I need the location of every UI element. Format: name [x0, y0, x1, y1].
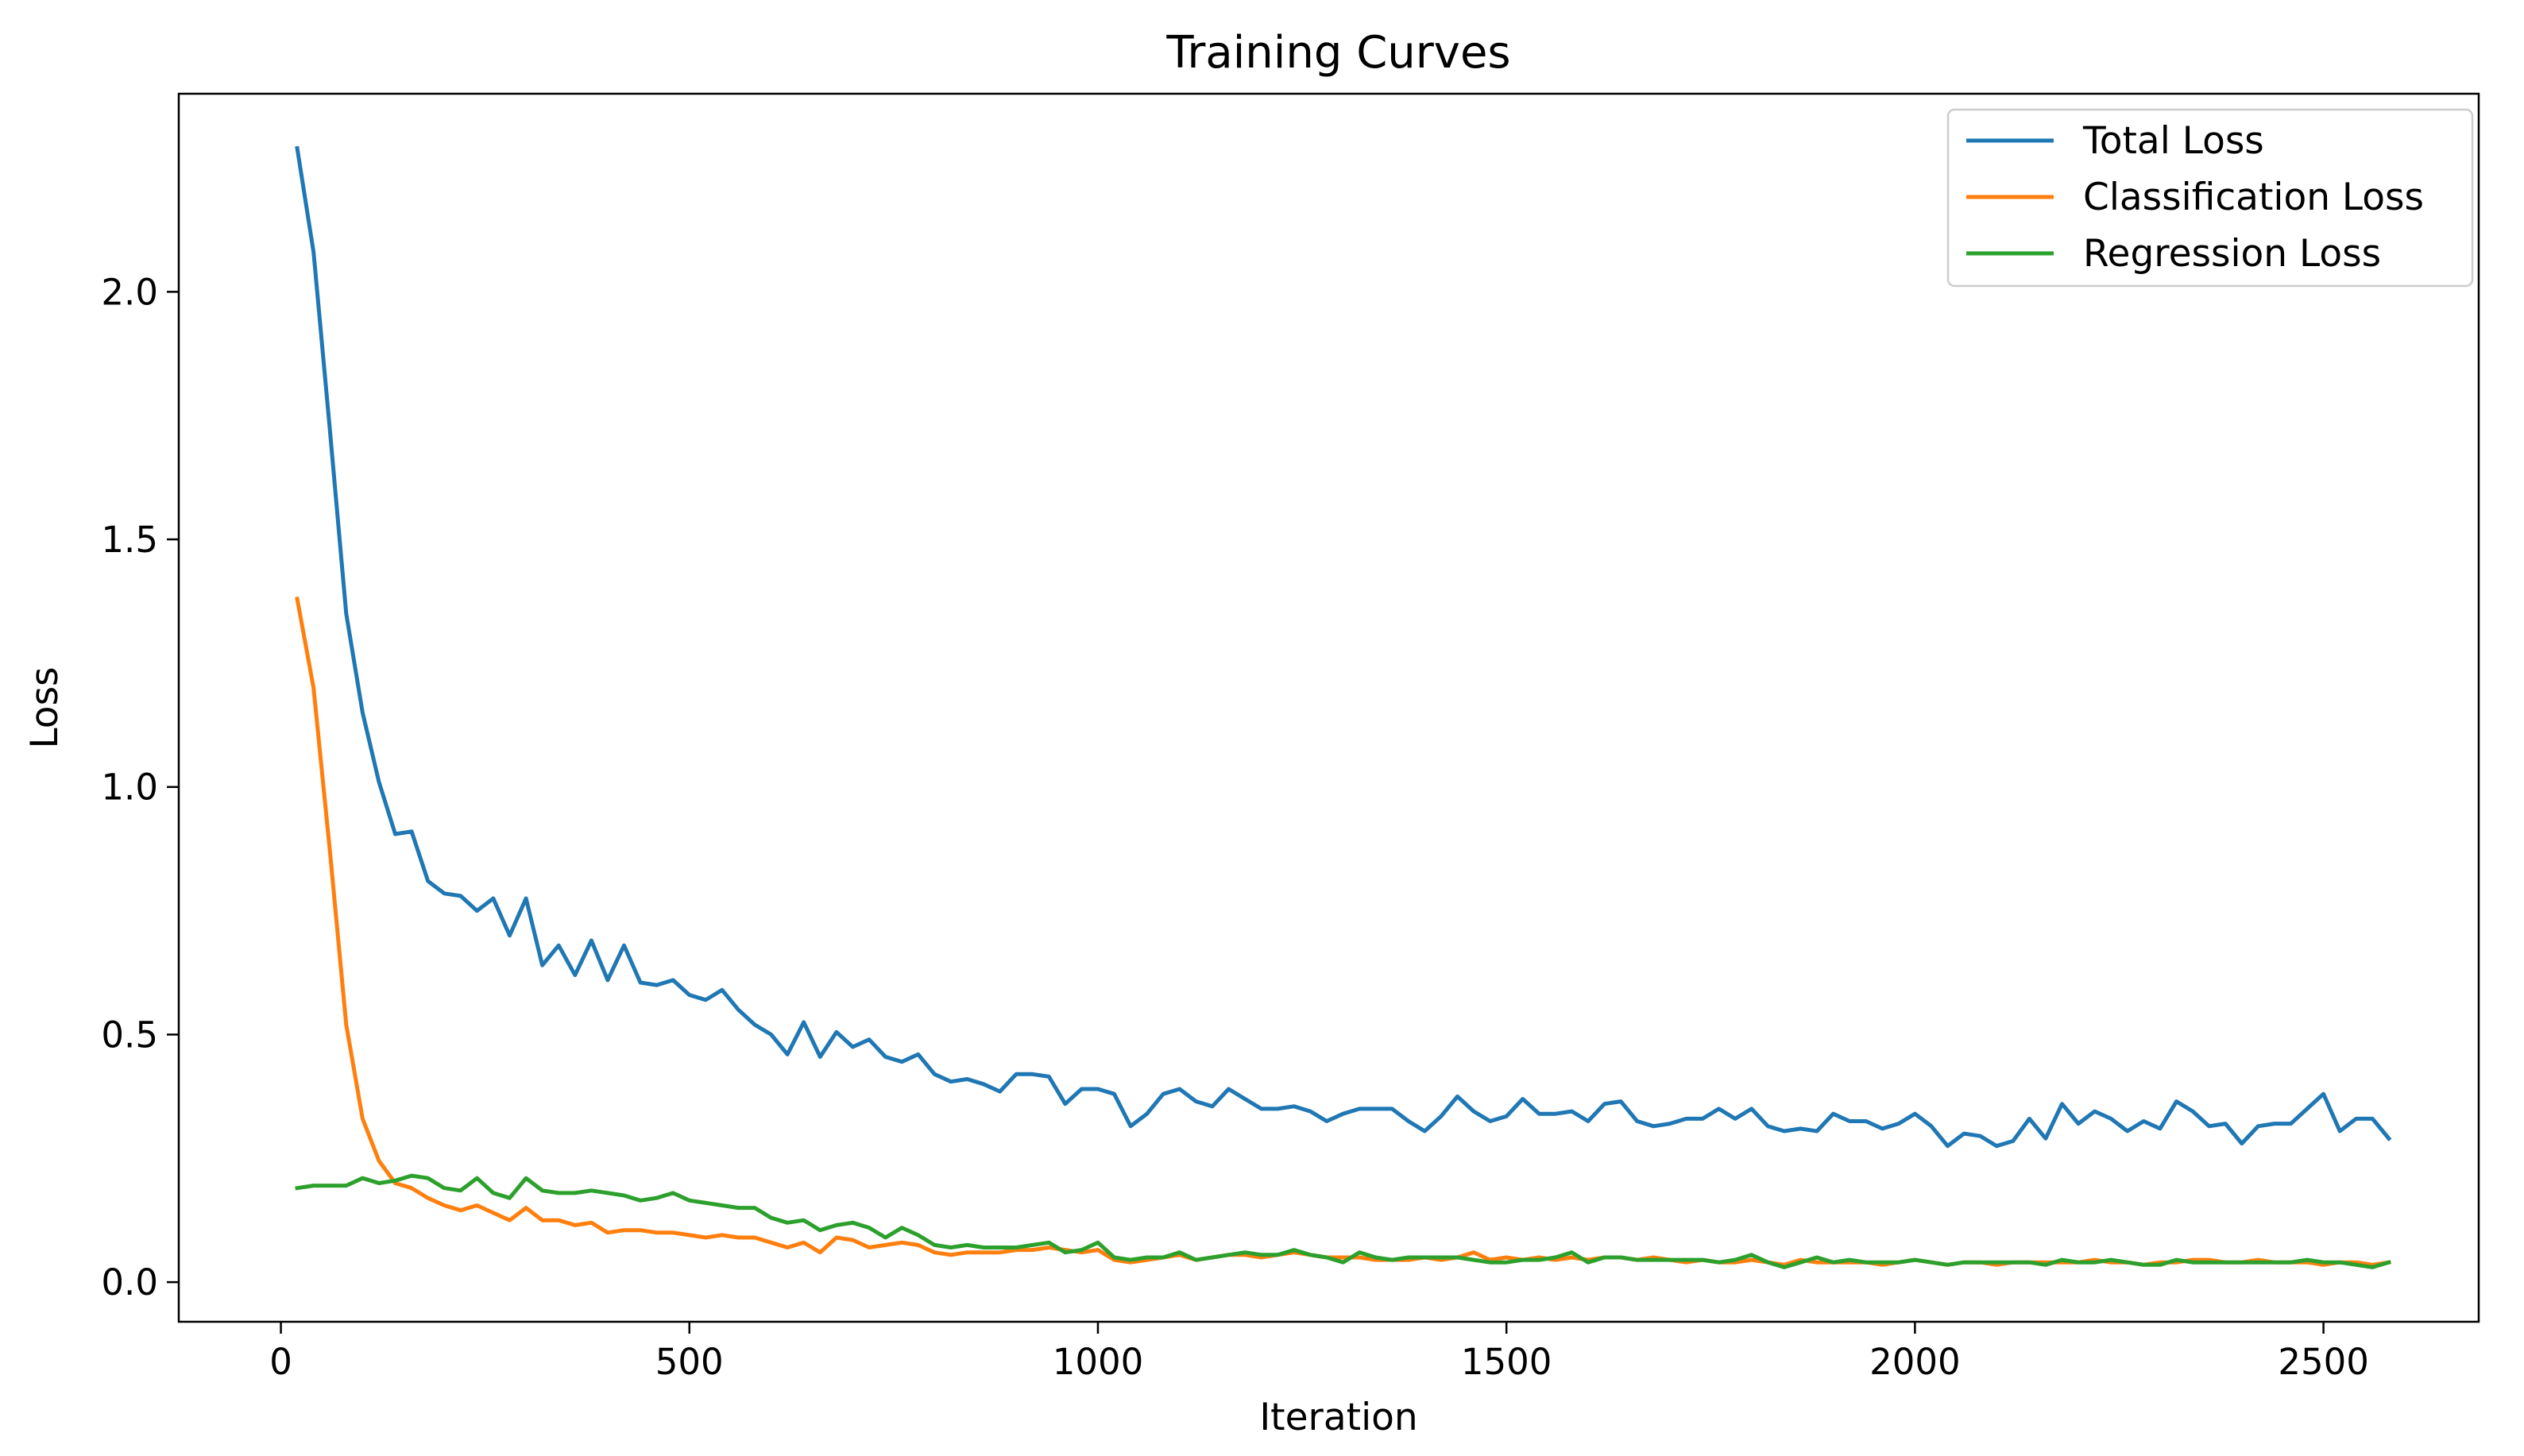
y-tick-label: 1.0: [101, 767, 158, 809]
y-axis: 0.0 0.5 1.0 1.5 2.0: [101, 271, 179, 1303]
x-tick-label: 1500: [1461, 1341, 1552, 1383]
x-tick-label: 1000: [1053, 1341, 1144, 1383]
legend-frame: [1946, 108, 2474, 288]
y-tick-label: 2.0: [101, 271, 158, 313]
y-tick-label: 0.5: [101, 1014, 158, 1056]
y-tick-label: 0.0: [101, 1261, 158, 1303]
legend-label-total-loss: Total Loss: [2082, 119, 2264, 163]
series-layer: [295, 145, 2392, 1269]
x-tick-label: 2500: [2278, 1341, 2369, 1383]
legend: Total Loss Classification Loss Regression …: [1946, 108, 2474, 288]
legend-label-regression-loss: Regression Loss: [2083, 232, 2381, 276]
x-tick-label: 500: [655, 1341, 724, 1383]
y-axis-label: Loss: [23, 666, 67, 748]
axes-frame: [177, 92, 2480, 1323]
x-axis: 0 500 1000 1500 2000 2500: [269, 1322, 2369, 1383]
legend-entries: Total Loss Classification Loss Regression …: [1966, 119, 2424, 276]
x-tick-label: 2000: [1869, 1341, 1961, 1383]
series-line-regression-loss: [295, 1173, 2392, 1269]
x-axis-label: Iteration: [1259, 1396, 1417, 1439]
series-line-total-loss: [295, 145, 2392, 1149]
chart-title: Training Curves: [1165, 27, 1510, 79]
legend-label-classification-loss: Classification Loss: [2083, 176, 2424, 219]
x-tick-label: 0: [269, 1341, 292, 1383]
y-tick-label: 1.5: [101, 519, 158, 561]
